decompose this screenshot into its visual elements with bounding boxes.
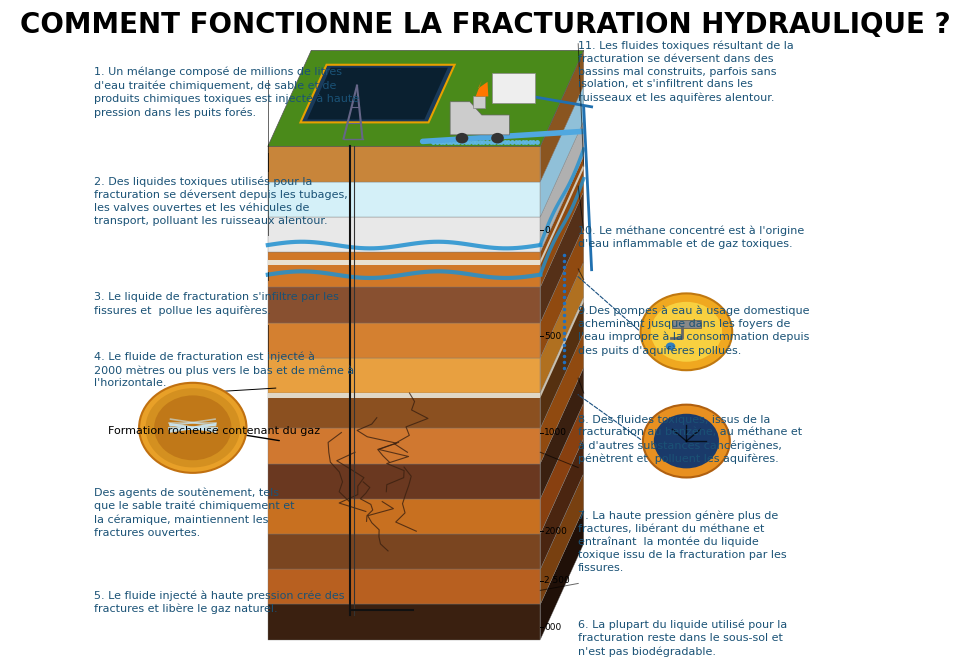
Polygon shape <box>267 604 540 640</box>
Text: 000: 000 <box>544 623 561 632</box>
Circle shape <box>139 383 246 473</box>
Text: 3. Le liquide de fracturation s'infiltre par les
fissures et  pollue les aquifèr: 3. Le liquide de fracturation s'infiltre… <box>94 292 338 315</box>
Polygon shape <box>267 569 540 604</box>
Polygon shape <box>267 260 540 265</box>
Text: 6. La plupart du liquide utilisé pour la
fracturation reste dans le sous-sol et
: 6. La plupart du liquide utilisé pour la… <box>578 620 787 656</box>
Polygon shape <box>267 534 540 569</box>
Text: 10. Le méthane concentré est à l'origine
d'eau inflammable et de gaz toxiques.: 10. Le méthane concentré est à l'origine… <box>578 226 803 249</box>
Circle shape <box>640 293 732 370</box>
Text: 9.Des pompes à eau à usage domestique
acheminent jusque dans les foyers de
l'eau: 9.Des pompes à eau à usage domestique ac… <box>578 305 809 356</box>
Text: 4. Le fluide de fracturation est injecté à
2000 mètres ou plus vers le bas et de: 4. Le fluide de fracturation est injecté… <box>94 352 354 388</box>
Text: 2. Des liquides toxiques utilisés pour la
fracturation se déversent depuis les t: 2. Des liquides toxiques utilisés pour l… <box>94 176 348 225</box>
Text: 1000: 1000 <box>544 428 567 437</box>
Polygon shape <box>267 181 540 217</box>
Polygon shape <box>540 473 583 604</box>
Polygon shape <box>540 227 583 358</box>
Polygon shape <box>267 323 540 358</box>
Circle shape <box>490 133 503 143</box>
Polygon shape <box>267 217 540 252</box>
Polygon shape <box>267 393 540 398</box>
Circle shape <box>653 414 718 468</box>
Polygon shape <box>672 320 700 328</box>
Circle shape <box>154 396 232 460</box>
Polygon shape <box>540 332 583 464</box>
Polygon shape <box>491 73 535 103</box>
Polygon shape <box>540 368 583 499</box>
Polygon shape <box>267 393 540 428</box>
Text: 500: 500 <box>544 331 561 341</box>
Text: 0: 0 <box>544 225 549 235</box>
Polygon shape <box>450 102 509 135</box>
Polygon shape <box>267 51 583 146</box>
Text: Formation rocheuse contenant du gaz: Formation rocheuse contenant du gaz <box>94 426 320 436</box>
Polygon shape <box>540 156 583 287</box>
Polygon shape <box>540 191 583 323</box>
Text: 7. La haute pression génère plus de
fractures, libérant du méthane et
entraînant: 7. La haute pression génère plus de frac… <box>578 511 786 573</box>
Text: 1. Un mélange composé de millions de litres
d'eau traitée chimiquement, de sable: 1. Un mélange composé de millions de lit… <box>94 67 359 118</box>
Circle shape <box>455 133 468 143</box>
Polygon shape <box>540 438 583 569</box>
Circle shape <box>650 302 721 362</box>
Polygon shape <box>267 499 540 534</box>
Polygon shape <box>540 262 583 393</box>
Circle shape <box>145 388 239 468</box>
Circle shape <box>642 405 729 478</box>
Polygon shape <box>267 252 540 287</box>
Polygon shape <box>540 164 583 265</box>
Polygon shape <box>307 67 448 119</box>
Polygon shape <box>267 358 540 393</box>
Polygon shape <box>540 85 583 217</box>
Polygon shape <box>267 428 540 464</box>
Polygon shape <box>540 297 583 398</box>
Polygon shape <box>472 97 484 108</box>
Polygon shape <box>300 65 454 122</box>
Text: 2000: 2000 <box>544 527 567 536</box>
Text: 5. Le fluide injecté à haute pression crée des
fractures et libère le gaz nature: 5. Le fluide injecté à haute pression cr… <box>94 590 344 614</box>
Text: 2 500: 2 500 <box>544 576 570 585</box>
Polygon shape <box>267 464 540 499</box>
Text: 11. Les fluides toxiques résultant de la
fracturation se déversent dans des
bass: 11. Les fluides toxiques résultant de la… <box>578 41 793 103</box>
Polygon shape <box>540 51 583 181</box>
Polygon shape <box>540 297 583 428</box>
Polygon shape <box>475 80 487 97</box>
Polygon shape <box>540 508 583 640</box>
Circle shape <box>665 342 674 350</box>
Text: Des agents de soutènement, tels
que le sable traité chimiquement et
la céramique: Des agents de soutènement, tels que le s… <box>94 488 295 538</box>
Polygon shape <box>267 146 540 181</box>
Polygon shape <box>540 403 583 534</box>
Text: 8. Des fluides toxiques, issus de la
fracturation au benzène, au méthane et
à d': 8. Des fluides toxiques, issus de la fra… <box>578 415 801 464</box>
Text: COMMENT FONCTIONNE LA FRACTURATION HYDRAULIQUE ?: COMMENT FONCTIONNE LA FRACTURATION HYDRA… <box>19 11 950 39</box>
Polygon shape <box>267 287 540 323</box>
Polygon shape <box>540 121 583 252</box>
